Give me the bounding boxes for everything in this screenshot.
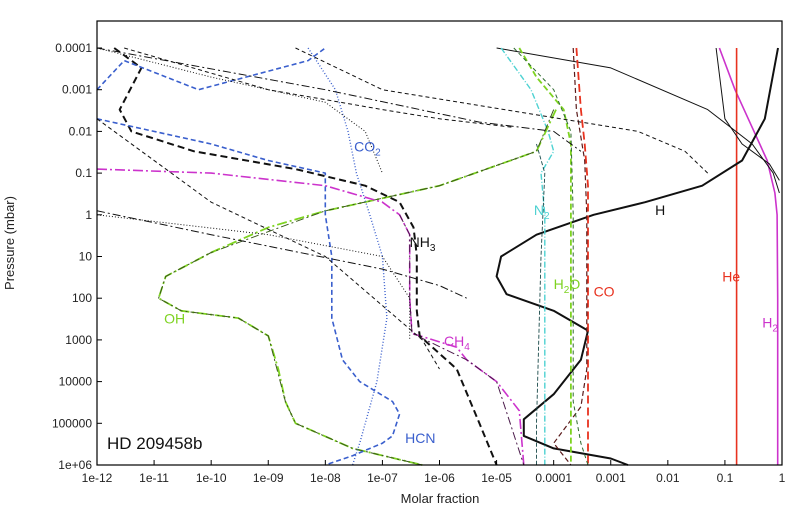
series-line-co2 xyxy=(307,47,388,466)
x-tick-label: 1e-06 xyxy=(424,471,455,485)
series-line-h2o-dark xyxy=(513,47,589,466)
series-line-n2-dark xyxy=(536,143,546,465)
annotation-label: CO2 xyxy=(354,138,381,158)
x-tick-label: 0.01 xyxy=(656,471,680,485)
x-tick-label: 1e-05 xyxy=(481,471,512,485)
x-tick-label: 1e-12 xyxy=(82,471,113,485)
series-line-h2o xyxy=(518,47,572,465)
y-tick-label: 0.01 xyxy=(69,124,93,138)
y-tick-label: 10000 xyxy=(59,375,93,389)
annotation-label: NH3 xyxy=(410,234,436,254)
y-tick-label: 100000 xyxy=(52,416,92,430)
series-line-co xyxy=(575,47,589,465)
series-line-ch4-dark xyxy=(399,214,525,466)
series-line-x2 xyxy=(96,47,582,152)
annotation-label: CH4 xyxy=(444,333,470,353)
series-line-h xyxy=(495,47,779,466)
series-lines xyxy=(96,47,780,466)
series-line-co-dark xyxy=(553,47,588,466)
y-tick-label: 0.001 xyxy=(62,83,92,97)
x-axis-title: Molar fraction xyxy=(401,491,480,506)
y-tick-label: 1000 xyxy=(65,333,92,347)
series-line-oh-dark xyxy=(158,109,555,466)
y-tick-label: 10 xyxy=(79,250,93,264)
x-tick-label: 1 xyxy=(779,471,786,485)
series-line-x3 xyxy=(124,47,514,128)
plot-frame xyxy=(96,20,783,466)
x-tick-label: 1e-08 xyxy=(310,471,341,485)
series-line-hcn-low xyxy=(96,118,401,466)
series-line-hcn xyxy=(96,47,326,91)
y-tick-label: 1 xyxy=(85,208,92,222)
series-line-x5 xyxy=(96,210,467,299)
annotation-label: HCN xyxy=(405,430,435,446)
series-line-x7 xyxy=(96,214,411,340)
series-line-x4 xyxy=(295,47,709,174)
x-tick-label: 0.001 xyxy=(596,471,626,485)
x-tick-label: 1e-10 xyxy=(196,471,227,485)
series-line-h2 xyxy=(718,47,779,465)
x-tick-label: 0.1 xyxy=(717,471,734,485)
series-line-nh3 xyxy=(113,47,498,466)
annotation-label: H2O xyxy=(554,276,581,296)
y-tick-label: 0.1 xyxy=(75,166,92,180)
annotation-label: H xyxy=(655,202,665,218)
annotation-label: OH xyxy=(164,310,185,326)
x-tick-label: 0.0001 xyxy=(535,471,572,485)
series-line-x6 xyxy=(96,118,440,370)
annotation-label: CO xyxy=(594,283,615,299)
y-tick-label: 100 xyxy=(72,291,92,305)
series-line-n2 xyxy=(500,47,555,465)
x-tick-label: 1e-11 xyxy=(139,471,169,485)
series-line-oh xyxy=(157,109,557,466)
series-line-h2-thin xyxy=(715,47,780,181)
x-tick-label: 1e-09 xyxy=(253,471,284,485)
annotation-label: N2 xyxy=(534,202,550,222)
y-axis-title: Pressure (mbar) xyxy=(2,196,17,290)
annotation-label: He xyxy=(722,269,740,285)
annotation-label: H2 xyxy=(762,314,778,334)
y-tick-label: 1e+06 xyxy=(58,458,92,472)
series-line-x1 xyxy=(96,47,383,174)
axis-ticks: 1e-12 1e-11 1e-10 1e-09 1e-08 1e-07 1e-06 1e-05… xyxy=(52,41,786,485)
annotations: CO2 NH3 N2 H H2O CO He H2 OH CH4 HCN xyxy=(164,138,778,446)
y-tick-label: 0.0001 xyxy=(55,41,92,55)
panel-label: HD 209458b xyxy=(107,434,202,453)
series-line-ch4 xyxy=(96,168,525,466)
x-tick-label: 1e-07 xyxy=(367,471,398,485)
